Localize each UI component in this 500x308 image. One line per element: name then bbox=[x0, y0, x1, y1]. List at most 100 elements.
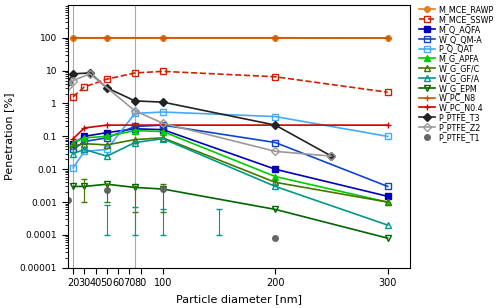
M_MCE_SSWP bbox=[70, 95, 76, 99]
X-axis label: Particle diameter [nm]: Particle diameter [nm] bbox=[176, 294, 302, 304]
Line: W_PC_N0.4: W_PC_N0.4 bbox=[70, 122, 391, 142]
W_PC_N0.4 bbox=[82, 126, 87, 130]
M_Q_AQFA bbox=[160, 128, 166, 132]
W_G_EPM bbox=[132, 185, 138, 189]
M_Q_AQFA bbox=[272, 167, 278, 171]
M_MCE_RAWP bbox=[272, 36, 278, 40]
P_PTFE_T3 bbox=[64, 80, 70, 84]
W_G_GF/C bbox=[104, 143, 110, 147]
P_PTFE_T3 bbox=[87, 71, 93, 75]
M_MCE_SSWP bbox=[104, 77, 110, 81]
W_PC_N0.4 bbox=[384, 123, 390, 127]
W_PC_N8 bbox=[384, 36, 390, 40]
W_G_GF/A bbox=[272, 184, 278, 188]
W_PC_N0.4 bbox=[272, 123, 278, 127]
P_Q_QAT bbox=[160, 110, 166, 114]
M_G_APFA bbox=[272, 175, 278, 178]
W_G_GF/A bbox=[82, 148, 87, 151]
M_Q_AQFA bbox=[82, 135, 87, 138]
Line: P_PTFE_Z2: P_PTFE_Z2 bbox=[64, 71, 334, 159]
W_Q_QM-A bbox=[272, 141, 278, 144]
P_PTFE_Z2 bbox=[64, 84, 70, 87]
M_Q_AQFA bbox=[132, 127, 138, 131]
M_MCE_RAWP bbox=[70, 36, 76, 40]
W_G_GF/A bbox=[104, 154, 110, 158]
Legend: M_MCE_RAWP, M_MCE_SSWP, M_Q_AQFA, W_Q_QM-A, P_Q_QAT, M_G_APFA, W_G_GF/C, W_G_GF/: M_MCE_RAWP, M_MCE_SSWP, M_Q_AQFA, W_Q_QM… bbox=[418, 4, 496, 143]
P_Q_QAT bbox=[132, 111, 138, 115]
Line: W_G_GF/C: W_G_GF/C bbox=[70, 135, 390, 205]
P_PTFE_Z2 bbox=[160, 121, 166, 125]
W_G_EPM bbox=[70, 184, 76, 188]
P_PTFE_T1 bbox=[272, 236, 278, 240]
W_PC_N0.4 bbox=[104, 123, 110, 127]
M_Q_AQFA bbox=[104, 131, 110, 135]
Line: P_Q_QAT: P_Q_QAT bbox=[70, 109, 390, 171]
M_G_APFA bbox=[104, 135, 110, 138]
W_G_GF/A bbox=[384, 223, 390, 227]
P_PTFE_T3 bbox=[104, 86, 110, 90]
Line: M_MCE_RAWP: M_MCE_RAWP bbox=[70, 35, 390, 41]
M_MCE_RAWP bbox=[384, 36, 390, 40]
P_PTFE_T3 bbox=[272, 123, 278, 127]
W_G_GF/C bbox=[70, 144, 76, 148]
W_G_GF/C bbox=[82, 142, 87, 145]
W_Q_QM-A bbox=[104, 136, 110, 140]
P_PTFE_T3 bbox=[70, 72, 76, 76]
M_Q_AQFA bbox=[70, 142, 76, 145]
Line: M_Q_AQFA: M_Q_AQFA bbox=[70, 126, 390, 199]
W_G_EPM bbox=[272, 208, 278, 211]
W_PC_N0.4 bbox=[132, 123, 138, 127]
M_G_APFA bbox=[160, 130, 166, 133]
P_PTFE_T1 bbox=[160, 187, 166, 191]
M_G_APFA bbox=[384, 200, 390, 204]
M_Q_AQFA bbox=[384, 194, 390, 198]
Line: P_PTFE_T1: P_PTFE_T1 bbox=[64, 186, 278, 241]
P_PTFE_T1 bbox=[64, 198, 70, 201]
W_G_GF/C bbox=[384, 200, 390, 204]
W_G_GF/C bbox=[160, 136, 166, 140]
M_MCE_SSWP bbox=[384, 90, 390, 94]
W_PC_N0.4 bbox=[160, 123, 166, 127]
Line: W_Q_QM-A: W_Q_QM-A bbox=[70, 122, 390, 189]
P_PTFE_T1 bbox=[104, 188, 110, 192]
W_PC_N0.4 bbox=[70, 137, 76, 140]
P_PTFE_Z2 bbox=[70, 79, 76, 82]
P_Q_QAT bbox=[384, 135, 390, 138]
W_PC_N8 bbox=[70, 36, 76, 40]
W_Q_QM-A bbox=[132, 125, 138, 128]
Line: W_G_EPM: W_G_EPM bbox=[70, 181, 390, 241]
W_G_GF/A bbox=[70, 152, 76, 156]
Line: P_PTFE_T3: P_PTFE_T3 bbox=[64, 70, 334, 159]
W_G_GF/A bbox=[132, 141, 138, 144]
M_G_APFA bbox=[70, 141, 76, 144]
P_PTFE_T3 bbox=[132, 99, 138, 103]
P_PTFE_Z2 bbox=[272, 149, 278, 153]
P_Q_QAT bbox=[82, 149, 87, 153]
M_G_APFA bbox=[132, 129, 138, 132]
W_G_EPM bbox=[160, 187, 166, 191]
W_PC_N8 bbox=[104, 36, 110, 40]
W_Q_QM-A bbox=[82, 140, 87, 143]
W_G_EPM bbox=[104, 182, 110, 186]
W_G_GF/C bbox=[272, 180, 278, 184]
W_G_GF/A bbox=[160, 137, 166, 140]
W_Q_QM-A bbox=[384, 184, 390, 188]
W_Q_QM-A bbox=[160, 123, 166, 127]
P_Q_QAT bbox=[104, 148, 110, 151]
W_G_EPM bbox=[384, 236, 390, 240]
Line: W_G_GF/A: W_G_GF/A bbox=[70, 136, 390, 228]
M_MCE_SSWP bbox=[272, 75, 278, 79]
Line: M_G_APFA: M_G_APFA bbox=[70, 128, 390, 205]
M_MCE_SSWP bbox=[132, 71, 138, 75]
P_PTFE_Z2 bbox=[328, 154, 334, 158]
M_G_APFA bbox=[82, 136, 87, 140]
M_MCE_SSWP bbox=[160, 70, 166, 73]
M_MCE_SSWP bbox=[82, 85, 87, 89]
Line: M_MCE_SSWP: M_MCE_SSWP bbox=[70, 69, 390, 99]
W_G_EPM bbox=[82, 184, 87, 188]
W_PC_N8 bbox=[272, 36, 278, 40]
M_MCE_RAWP bbox=[160, 36, 166, 40]
Y-axis label: Penetration [%]: Penetration [%] bbox=[4, 93, 14, 180]
P_PTFE_Z2 bbox=[87, 72, 93, 76]
P_Q_QAT bbox=[70, 166, 76, 170]
